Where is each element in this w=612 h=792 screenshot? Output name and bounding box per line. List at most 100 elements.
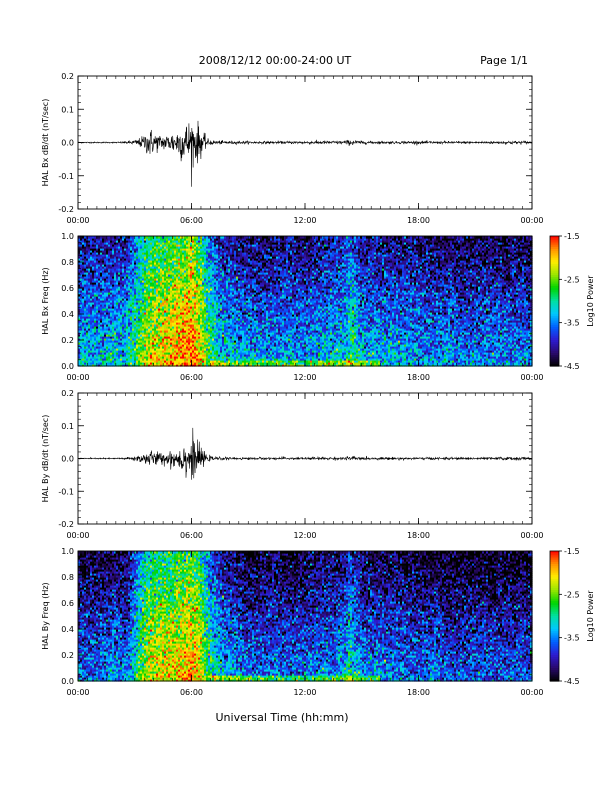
heatmap-cell	[84, 342, 87, 345]
heatmap-cell	[154, 286, 157, 289]
heatmap-cell	[168, 288, 171, 291]
heatmap-cell	[82, 258, 85, 261]
heatmap-cell	[84, 288, 87, 291]
heatmap-cell	[112, 362, 115, 365]
heatmap-cell	[80, 362, 83, 365]
heatmap-cell	[136, 254, 139, 257]
heatmap-cell	[172, 268, 175, 271]
heatmap-cell	[160, 358, 163, 361]
heatmap-cell	[114, 244, 117, 247]
heatmap-cell	[92, 304, 95, 307]
heatmap-cell	[146, 362, 149, 365]
heatmap-cell	[170, 316, 173, 319]
heatmap-cell	[104, 284, 107, 287]
heatmap-cell	[124, 242, 127, 245]
heatmap-cell	[96, 264, 99, 267]
heatmap-cell	[102, 364, 105, 367]
heatmap-cell	[102, 334, 105, 337]
heatmap-cell	[170, 326, 173, 329]
heatmap-cell	[132, 274, 135, 277]
heatmap-cell	[174, 360, 177, 363]
heatmap-cell	[170, 288, 173, 291]
heatmap-cell	[102, 342, 105, 345]
heatmap-cell	[98, 300, 101, 303]
heatmap-cell	[108, 238, 111, 241]
heatmap-cell	[126, 264, 129, 267]
heatmap-cell	[162, 326, 165, 329]
heatmap-cell	[134, 244, 137, 247]
heatmap-cell	[94, 246, 97, 249]
heatmap-cell	[156, 360, 159, 363]
heatmap-cell	[106, 328, 109, 331]
heatmap-cell	[92, 308, 95, 311]
heatmap-cell	[110, 340, 113, 343]
heatmap-cell	[162, 248, 165, 251]
heatmap-cell	[144, 312, 147, 315]
heatmap-cell	[132, 270, 135, 273]
heatmap-cell	[166, 348, 169, 351]
heatmap-cell	[110, 350, 113, 353]
heatmap-cell	[170, 250, 173, 253]
heatmap-cell	[124, 354, 127, 357]
heatmap-cell	[158, 314, 161, 317]
heatmap-cell	[82, 282, 85, 285]
heatmap-cell	[150, 358, 153, 361]
heatmap-cell	[122, 344, 125, 347]
heatmap-cell	[98, 362, 101, 365]
heatmap-cell	[128, 240, 131, 243]
heatmap-cell	[162, 346, 165, 349]
spectrogram-bx-spec	[78, 236, 533, 367]
heatmap-cell	[102, 346, 105, 349]
heatmap-cell	[84, 346, 87, 349]
heatmap-cell	[108, 290, 111, 293]
heatmap-cell	[96, 350, 99, 353]
heatmap-cell	[146, 302, 149, 305]
heatmap-cell	[130, 254, 133, 257]
heatmap-cell	[148, 270, 151, 273]
heatmap-cell	[114, 304, 117, 307]
heatmap-cell	[154, 252, 157, 255]
heatmap-cell	[104, 250, 107, 253]
heatmap-cell	[128, 248, 131, 251]
heatmap-cell	[132, 338, 135, 341]
heatmap-cell	[138, 340, 141, 343]
heatmap-cell	[114, 256, 117, 259]
heatmap-cell	[108, 350, 111, 353]
heatmap-cell	[130, 258, 133, 261]
heatmap-cell	[114, 298, 117, 301]
heatmap-cell	[148, 318, 151, 321]
heatmap-cell	[118, 316, 121, 319]
heatmap-cell	[138, 342, 141, 345]
heatmap-cell	[148, 276, 151, 279]
heatmap-cell	[116, 336, 119, 339]
heatmap-cell	[124, 292, 127, 295]
heatmap-cell	[158, 284, 161, 287]
heatmap-cell	[172, 298, 175, 301]
heatmap-cell	[104, 242, 107, 245]
heatmap-cell	[94, 336, 97, 339]
heatmap-cell	[126, 302, 129, 305]
heatmap-cell	[102, 348, 105, 351]
heatmap-cell	[116, 256, 119, 259]
heatmap-cell	[92, 278, 95, 281]
heatmap-cell	[120, 352, 123, 355]
heatmap-cell	[82, 290, 85, 293]
heatmap-cell	[172, 304, 175, 307]
heatmap-cell	[124, 238, 127, 241]
heatmap-cell	[88, 240, 91, 243]
heatmap-cell	[126, 362, 129, 365]
heatmap-cell	[118, 270, 121, 273]
heatmap-cell	[126, 334, 129, 337]
heatmap-cell	[164, 242, 167, 245]
heatmap-cell	[138, 276, 141, 279]
heatmap-cell	[96, 266, 99, 269]
heatmap-cell	[154, 256, 157, 259]
heatmap-cell	[108, 250, 111, 253]
heatmap-cell	[168, 284, 171, 287]
heatmap-cell	[136, 246, 139, 249]
heatmap-cell	[102, 264, 105, 267]
heatmap-cell	[92, 338, 95, 341]
heatmap-cell	[164, 246, 167, 249]
heatmap-cell	[148, 362, 151, 365]
heatmap-cell	[140, 338, 143, 341]
